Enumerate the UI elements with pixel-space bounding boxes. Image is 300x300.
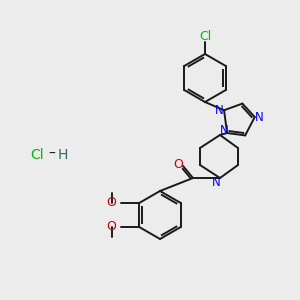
Text: N: N [212, 176, 220, 188]
Text: O: O [106, 220, 116, 233]
Text: O: O [106, 196, 116, 209]
Text: –: – [48, 147, 55, 161]
Text: O: O [173, 158, 183, 170]
Text: N: N [215, 104, 224, 117]
Text: N: N [220, 124, 228, 137]
Text: H: H [58, 148, 68, 162]
Text: N: N [255, 110, 264, 124]
Text: Cl: Cl [30, 148, 43, 162]
Text: Cl: Cl [199, 29, 211, 43]
